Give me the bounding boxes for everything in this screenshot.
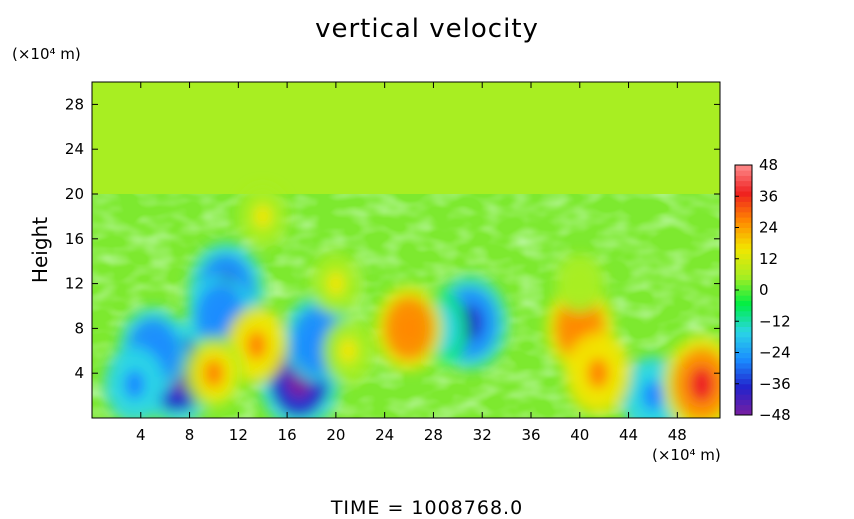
colorbar-tick-label: −24: [759, 344, 791, 362]
colorbar-segment: [735, 284, 752, 291]
colorbar-segment: [735, 316, 752, 322]
colorbar-segment: [735, 248, 752, 255]
colorbar-segment: [735, 321, 752, 327]
plot-frame: [91, 81, 721, 419]
x-tick-label: 44: [619, 426, 638, 444]
colorbar: 48 36 24 12 0 −12 −24 −36 −48: [734, 156, 791, 424]
plot-area: [92, 82, 720, 418]
velocity-feature: [398, 312, 421, 345]
colorbar-segment: [735, 336, 752, 343]
colorbar-segment: [735, 274, 752, 281]
x-tick-label: 48: [668, 426, 687, 444]
colorbar-segment: [735, 404, 752, 411]
x-tick-label: 40: [570, 426, 589, 444]
colorbar-segment: [735, 373, 752, 380]
colorbar-segment: [735, 383, 752, 390]
y-axis: 4 8 12 16 20 24 28: [65, 95, 720, 382]
colorbar-segment: [735, 388, 752, 395]
time-label: TIME = 1008768.0: [330, 497, 524, 519]
colorbar-segment: [735, 362, 752, 369]
colorbar-segment: [735, 263, 752, 270]
velocity-feature: [327, 271, 345, 296]
colorbar-segment: [735, 347, 752, 353]
x-unit-label: (×10⁴ m): [652, 446, 721, 464]
colorbar-tick-label: 24: [759, 219, 778, 237]
colorbar-segment: [735, 326, 752, 333]
x-axis: 4 8 12 16 20 24 28 32 36 40 44 48: [136, 82, 687, 444]
velocity-feature: [204, 359, 224, 388]
colorbar-segment: [735, 253, 752, 260]
colorbar-segment: [735, 196, 752, 202]
x-tick-label: 8: [185, 426, 195, 444]
colorbar-segment: [735, 206, 752, 213]
velocity-feature: [254, 204, 271, 229]
colorbar-segment: [735, 170, 752, 176]
colorbar-segment: [735, 331, 752, 338]
x-tick-label: 4: [136, 426, 146, 444]
colorbar-segment: [735, 399, 752, 406]
colorbar-segment: [735, 290, 752, 296]
velocity-feature: [642, 380, 664, 411]
colorbar-tick-label: −12: [759, 312, 791, 330]
colorbar-tick-label: −36: [759, 375, 791, 393]
colorbar-tick-label: 36: [759, 187, 778, 205]
colorbar-segment: [735, 305, 752, 312]
colorbar-segment: [735, 352, 752, 359]
colorbar-segment: [735, 310, 752, 317]
colorbar-segment: [735, 227, 752, 234]
colorbar-segment: [735, 269, 752, 275]
colorbar-segment: [735, 357, 752, 364]
y-tick-label: 12: [65, 275, 84, 293]
colorbar-segment: [735, 258, 752, 265]
velocity-feature: [689, 366, 715, 403]
colorbar-segment: [735, 222, 752, 228]
y-tick-label: 28: [65, 95, 84, 113]
colorbar-segment: [735, 191, 752, 197]
y-tick-label: 4: [74, 364, 84, 382]
colorbar-segment: [735, 394, 752, 400]
colorbar-tick-label: 48: [759, 156, 778, 174]
y-tick-label: 8: [74, 319, 84, 337]
colorbar-segment: [735, 279, 752, 286]
colorbar-segment: [735, 378, 752, 385]
x-tick-label: 20: [326, 426, 345, 444]
colorbar-segment: [735, 300, 752, 307]
x-tick-label: 24: [375, 426, 394, 444]
colorbar-segment: [735, 232, 752, 239]
colorbar-segment: [735, 211, 752, 218]
colorbar-segment: [735, 180, 752, 187]
x-tick-label: 12: [229, 426, 248, 444]
colorbar-tick-label: −48: [759, 406, 791, 424]
colorbar-segment: [735, 165, 752, 171]
velocity-feature: [587, 357, 609, 389]
y-unit-label: (×10⁴ m): [12, 45, 81, 63]
velocity-feature: [209, 301, 232, 333]
y-tick-label: 20: [65, 185, 84, 203]
colorbar-segment: [735, 185, 752, 192]
velocity-feature: [571, 272, 588, 295]
chart-title: vertical velocity: [315, 14, 539, 44]
x-tick-label: 16: [278, 426, 297, 444]
colorbar-segment: [735, 409, 752, 416]
x-tick-label: 28: [424, 426, 443, 444]
colorbar-segment: [735, 243, 752, 249]
x-tick-label: 32: [473, 426, 492, 444]
colorbar-segment: [735, 295, 752, 301]
colorbar-tick-label: 0: [759, 281, 769, 299]
x-tick-label: 36: [521, 426, 540, 444]
colorbar-segment: [735, 201, 752, 208]
colorbar-segment: [735, 342, 752, 348]
colorbar-tick-label: 12: [759, 250, 778, 268]
y-tick-label: 24: [65, 140, 84, 158]
colorbar-segment: [735, 237, 752, 244]
colorbar-segment: [735, 368, 752, 374]
velocity-feature: [246, 330, 267, 360]
velocity-feature: [339, 338, 357, 363]
velocity-feature: [124, 370, 145, 399]
colorbar-segment: [735, 175, 752, 182]
y-tick-label: 16: [65, 230, 84, 248]
colorbar-segment: [735, 217, 752, 223]
